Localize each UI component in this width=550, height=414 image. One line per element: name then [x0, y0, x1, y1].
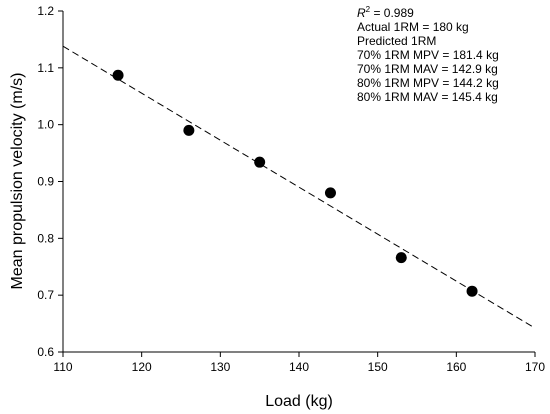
annotation-70-mpv: 70% 1RM MPV = 181.4 kg [357, 48, 499, 62]
annotation-box: R2 = 0.989 Actual 1RM = 180 kg Predicted… [357, 5, 499, 104]
x-tick-label-4: 150 [368, 360, 388, 374]
data-points [112, 69, 478, 297]
y-tick-label-4: 1.0 [37, 118, 54, 132]
x-tick-label-5: 160 [446, 360, 466, 374]
data-point-0 [112, 69, 124, 81]
y-tick-label-6: 1.2 [37, 4, 54, 18]
ticks: 110 120 130 140 150 160 170 0.6 0.7 0.8 0.9 1.0 1.1 1… [37, 4, 545, 374]
y-tick-label-3: 0.9 [37, 175, 54, 189]
x-tick-label-6: 170 [525, 360, 545, 374]
y-axis-title: Mean propulsion velocity (m/s) [9, 73, 26, 290]
y-tick-label-1: 0.7 [37, 288, 54, 302]
data-point-1 [183, 124, 195, 136]
r-squared-symbol: R [357, 6, 366, 20]
y-tick-label-5: 1.1 [37, 61, 54, 75]
x-axis-title: Load (kg) [265, 393, 333, 410]
data-point-3 [324, 187, 336, 199]
r-squared-superscript: 2 [366, 5, 371, 14]
data-point-4 [395, 252, 407, 264]
r-squared-value: = 0.989 [370, 6, 414, 20]
fit-line-group [62, 45, 536, 329]
annotation-80-mav: 80% 1RM MAV = 145.4 kg [357, 90, 498, 104]
annotation-80-mpv: 80% 1RM MPV = 144.2 kg [357, 76, 499, 90]
annotation-70-mav: 70% 1RM MAV = 142.9 kg [357, 62, 498, 76]
data-point-5 [466, 285, 478, 297]
annotation-actual-1rm: Actual 1RM = 180 kg [357, 20, 469, 34]
x-tick-label-2: 130 [210, 360, 230, 374]
regression-line [62, 45, 536, 329]
y-tick-label-0: 0.6 [37, 345, 54, 359]
annotation-predicted-1rm: Predicted 1RM [357, 34, 436, 48]
x-tick-label-1: 120 [132, 360, 152, 374]
data-point-2 [254, 156, 266, 168]
r-squared-annotation: R2 = 0.989 [357, 5, 414, 20]
x-tick-label-0: 110 [53, 360, 72, 374]
x-tick-label-3: 140 [289, 360, 309, 374]
y-tick-label-2: 0.8 [37, 231, 54, 245]
